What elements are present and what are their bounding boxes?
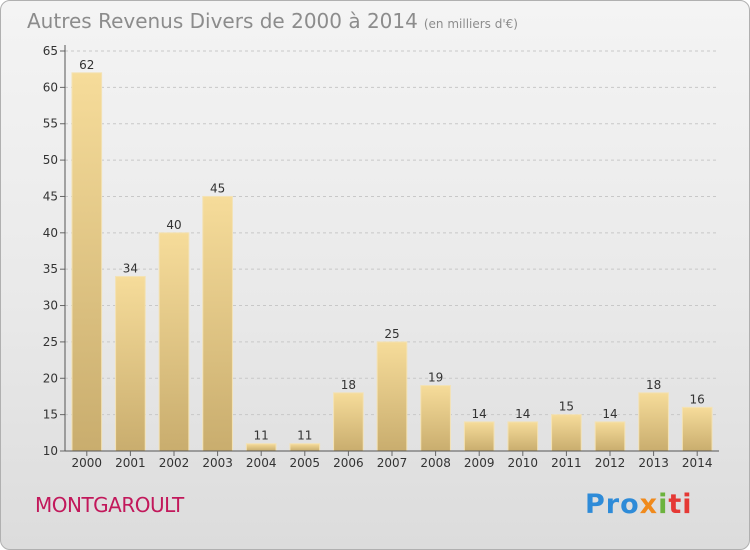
bar-2007	[376, 341, 408, 452]
x-tick-label: 2014	[682, 456, 713, 470]
x-tick-label: 2005	[290, 456, 321, 470]
bar-2003	[202, 195, 233, 452]
y-tick-label: 10	[43, 444, 58, 458]
data-label: 14	[602, 407, 617, 421]
bar-2005	[289, 443, 321, 452]
x-tick-label: 2010	[508, 456, 539, 470]
data-label: 40	[166, 218, 181, 232]
x-tick-label: 2001	[115, 456, 146, 470]
data-label: 16	[690, 392, 705, 406]
chart-title: Autres Revenus Divers de 2000 à 2014 (en …	[27, 9, 518, 33]
data-label: 15	[559, 400, 574, 414]
bar-2002	[158, 232, 190, 452]
data-label: 18	[341, 378, 356, 392]
bar-2009	[463, 421, 495, 452]
bar-2001	[115, 275, 146, 452]
x-tick-label: 2008	[420, 456, 451, 470]
y-tick-label: 45	[43, 189, 58, 203]
data-label: 45	[210, 181, 225, 195]
chart-unit: (en milliers d'€)	[423, 17, 518, 31]
x-tick-label: 2002	[159, 456, 190, 470]
bar-2000	[71, 72, 103, 452]
commune-name: MONTGAROULT	[35, 493, 184, 517]
data-label: 25	[384, 327, 399, 341]
x-tick-label: 2012	[595, 456, 626, 470]
bar-2008	[420, 385, 451, 452]
bar-2006	[333, 392, 364, 452]
y-tick-label: 50	[43, 153, 58, 167]
bar-2010	[507, 421, 539, 452]
x-tick-label: 2009	[464, 456, 495, 470]
y-tick-label: 60	[43, 80, 58, 94]
proxiti-logo: Proxiti	[585, 489, 693, 520]
x-tick-label: 2004	[246, 456, 277, 470]
data-label: 34	[123, 261, 138, 275]
data-label: 14	[515, 407, 530, 421]
data-label: 62	[79, 58, 94, 72]
x-tick-label: 2011	[551, 456, 582, 470]
bar-2013	[638, 392, 669, 452]
y-tick-label: 55	[43, 117, 58, 131]
x-tick-label: 2000	[72, 456, 103, 470]
x-tick-label: 2003	[202, 456, 233, 470]
y-tick-label: 65	[43, 44, 58, 58]
x-tick-label: 2006	[333, 456, 364, 470]
x-tick-label: 2007	[377, 456, 408, 470]
data-label: 18	[646, 378, 661, 392]
data-label: 19	[428, 371, 443, 385]
chart-title-text: Autres Revenus Divers de 2000 à 2014	[27, 9, 418, 33]
bar-2012	[594, 421, 626, 452]
y-tick-label: 25	[43, 335, 58, 349]
bar-2004	[245, 443, 277, 452]
y-tick-label: 15	[43, 408, 58, 422]
logo-part-2: x	[639, 489, 659, 520]
bar-2014	[681, 406, 713, 452]
y-tick-label: 35	[43, 262, 58, 276]
x-tick-label: 2013	[638, 456, 669, 470]
logo-part-1: Pro	[585, 489, 640, 520]
data-label: 11	[254, 429, 269, 443]
logo-part-4: ti	[668, 489, 693, 520]
y-tick-label: 40	[43, 226, 58, 240]
bar-2011	[551, 414, 582, 452]
y-tick-label: 30	[43, 299, 58, 313]
data-label: 11	[297, 429, 312, 443]
y-tick-label: 20	[43, 371, 58, 385]
logo-part-3: i	[658, 489, 669, 520]
data-label: 14	[472, 407, 487, 421]
